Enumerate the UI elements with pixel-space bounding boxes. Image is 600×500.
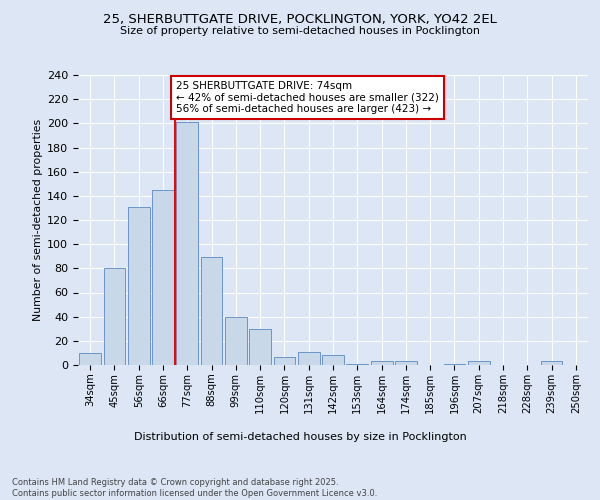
Bar (200, 258, 223, 365)
Bar (371, 362, 392, 365)
Text: 25, SHERBUTTGATE DRIVE, POCKLINGTON, YORK, YO42 2EL: 25, SHERBUTTGATE DRIVE, POCKLINGTON, YOR… (103, 12, 497, 26)
Bar (79, 353, 101, 365)
Bar (346, 364, 368, 365)
Text: Size of property relative to semi-detached houses in Pocklington: Size of property relative to semi-detach… (120, 26, 480, 36)
Bar (443, 364, 466, 365)
Bar (298, 352, 320, 365)
Bar (468, 362, 490, 365)
Bar (541, 362, 562, 365)
Y-axis label: Number of semi-detached properties: Number of semi-detached properties (33, 119, 43, 321)
Bar (104, 268, 125, 365)
Text: 25 SHERBUTTGATE DRIVE: 74sqm
← 42% of semi-detached houses are smaller (322)
56%: 25 SHERBUTTGATE DRIVE: 74sqm ← 42% of se… (176, 81, 439, 114)
Bar (274, 356, 295, 365)
Bar (322, 356, 344, 365)
Text: Distribution of semi-detached houses by size in Pocklington: Distribution of semi-detached houses by … (134, 432, 466, 442)
Bar (152, 190, 174, 365)
Text: Contains HM Land Registry data © Crown copyright and database right 2025.
Contai: Contains HM Land Registry data © Crown c… (12, 478, 377, 498)
Bar (225, 316, 247, 365)
Bar (395, 362, 417, 365)
Bar (176, 122, 198, 365)
Bar (249, 329, 271, 365)
Bar (128, 206, 149, 365)
